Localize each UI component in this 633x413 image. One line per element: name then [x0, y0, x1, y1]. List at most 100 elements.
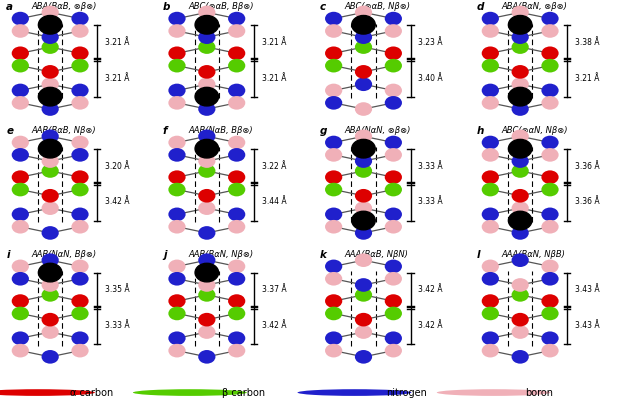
Text: 3.20 Å: 3.20 Å [105, 161, 130, 171]
Text: 3.33 Å: 3.33 Å [105, 321, 130, 330]
Text: e: e [6, 126, 13, 136]
Circle shape [541, 135, 559, 150]
Circle shape [195, 88, 218, 106]
Circle shape [541, 24, 559, 38]
Circle shape [198, 189, 215, 203]
Text: 3.23 Å: 3.23 Å [418, 38, 443, 47]
Circle shape [72, 331, 89, 345]
Circle shape [482, 46, 499, 60]
Circle shape [228, 59, 246, 73]
Circle shape [198, 325, 215, 339]
Circle shape [228, 170, 246, 184]
Circle shape [72, 183, 89, 197]
Circle shape [228, 46, 246, 60]
Circle shape [42, 78, 59, 91]
Circle shape [198, 65, 215, 78]
Circle shape [42, 5, 59, 19]
Circle shape [325, 83, 342, 97]
Circle shape [228, 294, 246, 308]
Circle shape [325, 259, 342, 273]
Circle shape [482, 306, 499, 320]
Circle shape [511, 65, 529, 78]
Circle shape [198, 78, 215, 91]
Circle shape [511, 253, 529, 267]
Circle shape [168, 272, 185, 286]
Circle shape [168, 220, 185, 234]
Text: i: i [6, 250, 9, 260]
Circle shape [168, 135, 185, 150]
Circle shape [42, 325, 59, 339]
Circle shape [385, 96, 402, 110]
Circle shape [385, 294, 402, 308]
Circle shape [168, 306, 185, 320]
Circle shape [325, 46, 342, 60]
Circle shape [72, 59, 89, 73]
Circle shape [228, 83, 246, 97]
Circle shape [72, 207, 89, 221]
Circle shape [385, 59, 402, 73]
Circle shape [325, 294, 342, 308]
Circle shape [511, 288, 529, 301]
Circle shape [11, 344, 29, 358]
Circle shape [355, 154, 372, 168]
Circle shape [42, 253, 59, 267]
Circle shape [541, 259, 559, 273]
Circle shape [0, 389, 95, 396]
Text: 3.22 Å: 3.22 Å [261, 161, 286, 171]
Circle shape [511, 40, 529, 54]
Circle shape [511, 130, 529, 143]
Circle shape [482, 24, 499, 38]
Circle shape [228, 220, 246, 234]
Circle shape [355, 325, 372, 339]
Circle shape [228, 207, 246, 221]
Circle shape [228, 24, 246, 38]
Circle shape [72, 135, 89, 150]
Circle shape [72, 96, 89, 110]
Circle shape [541, 207, 559, 221]
Circle shape [168, 148, 185, 161]
Circle shape [198, 350, 215, 364]
Circle shape [511, 164, 529, 178]
Circle shape [511, 325, 529, 339]
Text: ABA(BαB, ⊗β⊗): ABA(BαB, ⊗β⊗) [32, 2, 97, 12]
Text: d: d [476, 2, 484, 12]
Circle shape [198, 31, 215, 44]
Text: 3.33 Å: 3.33 Å [418, 197, 443, 206]
Circle shape [198, 5, 215, 19]
Circle shape [11, 59, 29, 73]
Text: AAA(BαB, NβN): AAA(BαB, NβN) [345, 250, 408, 259]
Circle shape [228, 135, 246, 150]
Circle shape [228, 148, 246, 161]
Circle shape [355, 31, 372, 44]
Circle shape [11, 24, 29, 38]
Circle shape [385, 24, 402, 38]
Circle shape [168, 344, 185, 358]
Circle shape [482, 331, 499, 345]
Circle shape [168, 83, 185, 97]
Text: ABC(⊗αN, Nβ⊗): ABC(⊗αN, Nβ⊗) [501, 126, 568, 135]
Circle shape [385, 331, 402, 345]
Circle shape [325, 306, 342, 320]
Circle shape [198, 313, 215, 326]
Circle shape [198, 278, 215, 292]
Text: 3.37 Å: 3.37 Å [261, 285, 286, 294]
Circle shape [511, 154, 529, 168]
Circle shape [352, 139, 375, 158]
Circle shape [385, 170, 402, 184]
Circle shape [355, 253, 372, 267]
Text: k: k [320, 250, 327, 260]
Circle shape [325, 272, 342, 286]
Circle shape [482, 259, 499, 273]
Circle shape [355, 189, 372, 203]
Circle shape [482, 344, 499, 358]
Circle shape [482, 170, 499, 184]
Circle shape [385, 46, 402, 60]
Circle shape [511, 31, 529, 44]
Circle shape [482, 96, 499, 110]
Circle shape [385, 183, 402, 197]
Circle shape [72, 170, 89, 184]
Circle shape [42, 31, 59, 44]
Circle shape [352, 15, 375, 34]
Circle shape [511, 350, 529, 364]
Circle shape [482, 294, 499, 308]
